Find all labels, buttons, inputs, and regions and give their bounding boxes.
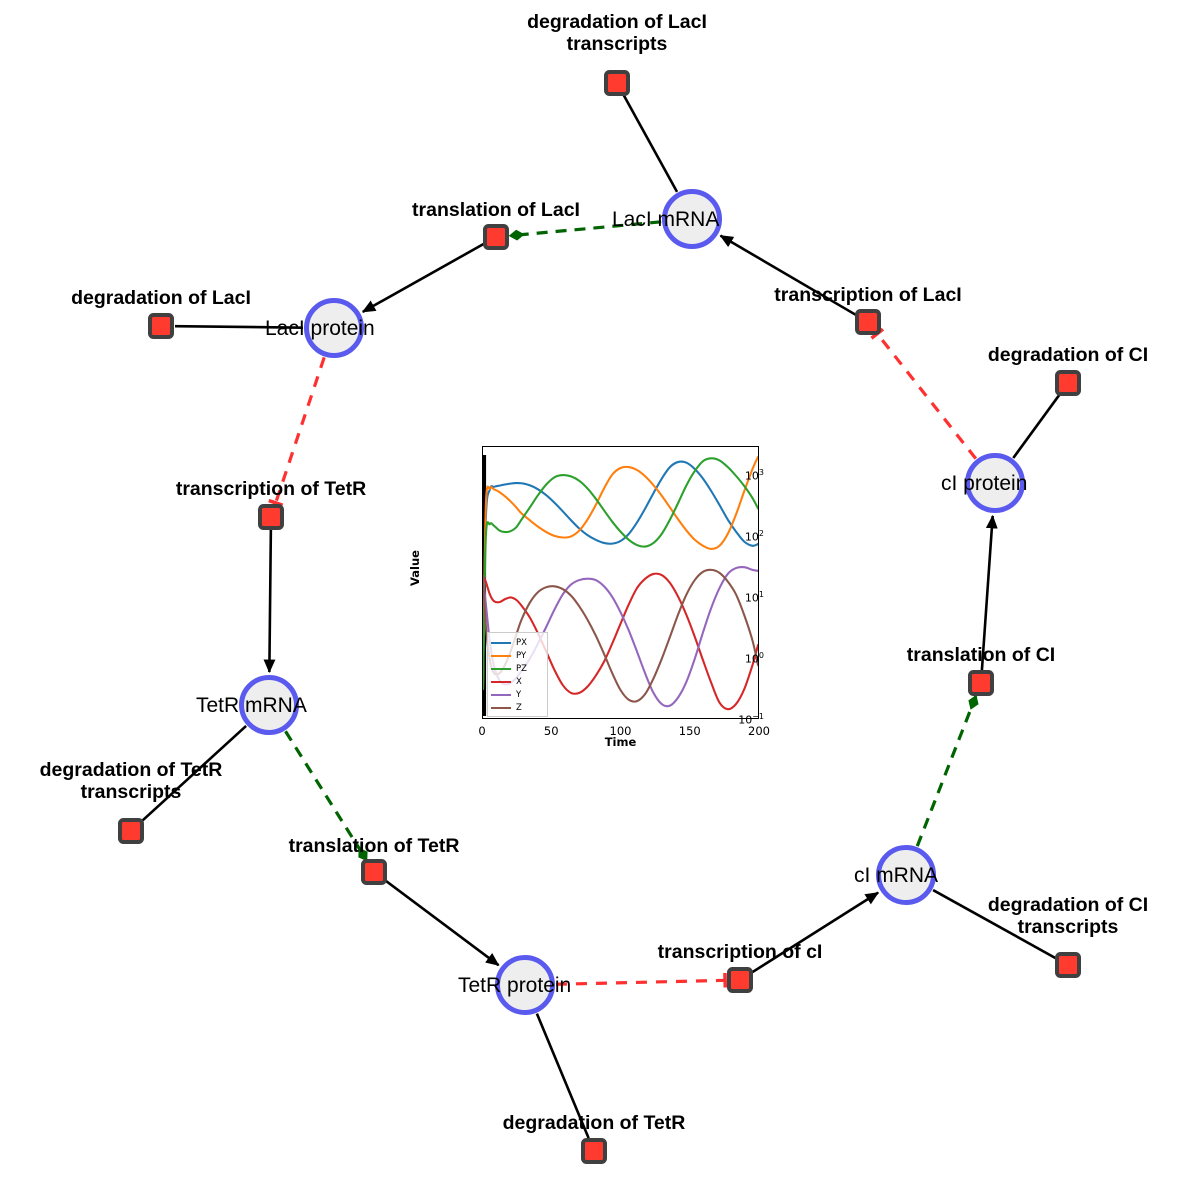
- edge-flow: [174, 324, 304, 329]
- reaction-label-deg_tetr_transcripts: degradation of TetR transcripts: [39, 759, 223, 803]
- legend-swatch-icon: [491, 693, 511, 696]
- edge-inhibition: [268, 356, 326, 507]
- species-label-ci_mrna: cI mRNA: [854, 864, 938, 887]
- chart-y-tick: 10−1: [738, 712, 764, 727]
- node-layer: [118, 70, 1081, 1164]
- edge-flow: [932, 888, 1057, 960]
- reaction-label-deg_ci_transcripts: degradation of CI transcripts: [987, 894, 1149, 938]
- legend-item-PX: PX: [491, 636, 545, 649]
- legend-label: PX: [516, 637, 527, 648]
- chart-x-tick: 150: [678, 724, 701, 738]
- legend-swatch-icon: [491, 667, 511, 670]
- species-node-tetr_mrna[interactable]: [239, 675, 299, 735]
- chart-x-tick: 100: [609, 724, 632, 738]
- species-node-ci_mrna[interactable]: [876, 845, 936, 905]
- edge-activation: [508, 220, 662, 241]
- species-node-tetr_protein[interactable]: [495, 955, 555, 1015]
- species-node-laci_protein[interactable]: [304, 298, 364, 358]
- chart-y-tick: 102: [744, 529, 764, 544]
- chart-x-tick: 0: [478, 724, 486, 738]
- reaction-node-deg_ci_transcripts[interactable]: [1055, 952, 1081, 978]
- reaction-label-transcr_tetr: transcription of TetR: [175, 478, 367, 500]
- legend-item-PY: PY: [491, 649, 545, 662]
- edge-flow: [980, 514, 998, 672]
- reaction-node-deg_ci[interactable]: [1055, 370, 1081, 396]
- reaction-node-transl_ci[interactable]: [968, 670, 994, 696]
- reaction-node-deg_tetr_transcripts[interactable]: [118, 818, 144, 844]
- legend-swatch-icon: [491, 680, 511, 683]
- edge-flow: [622, 94, 679, 193]
- reaction-label-deg_ci: degradation of CI: [987, 344, 1149, 366]
- edge-inhibition: [870, 327, 978, 460]
- species-node-laci_mrna[interactable]: [662, 189, 722, 249]
- edge-flow: [140, 724, 247, 823]
- edge-flow: [719, 234, 859, 318]
- legend-label: PY: [516, 650, 527, 661]
- edge-inhibition: [555, 972, 728, 988]
- reaction-node-transcr_ci[interactable]: [727, 967, 753, 993]
- legend-item-Z: Z: [491, 701, 545, 714]
- reaction-label-transl_tetr: translation of TetR: [288, 835, 460, 857]
- reaction-label-transcr_ci: transcription of cI: [657, 941, 823, 963]
- reaction-node-deg_laci[interactable]: [148, 313, 174, 339]
- chart-x-axis-label: Time: [604, 735, 637, 749]
- species-label-laci_protein: LacI protein: [265, 317, 375, 340]
- chart-series-svg: [483, 454, 758, 717]
- legend-label: Z: [516, 702, 522, 713]
- legend-item-X: X: [491, 675, 545, 688]
- chart-series-X: [483, 572, 758, 711]
- edge-activation: [284, 730, 368, 862]
- reaction-label-transcr_laci: transcription of LacI: [774, 284, 962, 306]
- reaction-label-transl_laci: translation of LacI: [412, 199, 580, 221]
- edge-flow: [361, 241, 487, 313]
- edge-flow: [382, 878, 500, 967]
- edge-flow: [749, 891, 880, 975]
- reaction-label-deg_tetr: degradation of TetR: [502, 1112, 686, 1134]
- chart-y-axis-label: Value: [408, 550, 422, 586]
- legend-label: X: [516, 676, 522, 687]
- legend-swatch-icon: [491, 654, 511, 657]
- legend-label: Y: [516, 689, 522, 700]
- edge-flow: [535, 1013, 590, 1139]
- reaction-node-transl_tetr[interactable]: [361, 859, 387, 885]
- species-label-ci_protein: cI protein: [941, 472, 1028, 495]
- species-label-laci_mrna: LacI mRNA: [612, 208, 720, 231]
- chart-x-tick: 50: [543, 724, 559, 738]
- chart-series-PY: [483, 455, 758, 691]
- chart-y-tick: 103: [744, 468, 764, 483]
- reaction-node-transl_laci[interactable]: [483, 224, 509, 250]
- legend-swatch-icon: [491, 706, 511, 709]
- chart-y-tick: 101: [744, 590, 764, 605]
- reaction-label-transl_ci: translation of CI: [906, 644, 1056, 666]
- edge-flow: [263, 528, 276, 674]
- reaction-node-deg_laci_transcripts[interactable]: [604, 70, 630, 96]
- species-label-tetr_mrna: TetR mRNA: [196, 694, 307, 717]
- legend-item-PZ: PZ: [491, 662, 545, 675]
- legend-swatch-icon: [491, 641, 511, 644]
- timecourse-chart: Value 10−1 100 101 102 103 0 50 100 150 200 Time…: [408, 436, 770, 756]
- chart-legend: PX PY PZ X Y Z: [487, 632, 548, 717]
- edge-layer: [140, 94, 1061, 1139]
- reaction-label-deg_laci_transcripts: degradation of LacI transcripts: [527, 11, 707, 55]
- chart-series-PZ: [483, 457, 758, 691]
- chart-x-tick: 200: [748, 724, 770, 738]
- chart-series-PX: [483, 460, 758, 691]
- reaction-node-transcr_tetr[interactable]: [258, 504, 284, 530]
- species-label-tetr_protein: TetR protein: [458, 974, 572, 997]
- edge-activation: [915, 694, 979, 847]
- chart-y-tick: 100: [744, 651, 764, 666]
- legend-item-Y: Y: [491, 688, 545, 701]
- species-node-ci_protein[interactable]: [965, 453, 1025, 513]
- legend-label: PZ: [516, 663, 527, 674]
- reaction-label-deg_laci: degradation of LacI: [71, 287, 251, 309]
- reaction-node-transcr_laci[interactable]: [855, 309, 881, 335]
- reaction-node-deg_tetr[interactable]: [581, 1138, 607, 1164]
- edge-flow: [1012, 393, 1061, 459]
